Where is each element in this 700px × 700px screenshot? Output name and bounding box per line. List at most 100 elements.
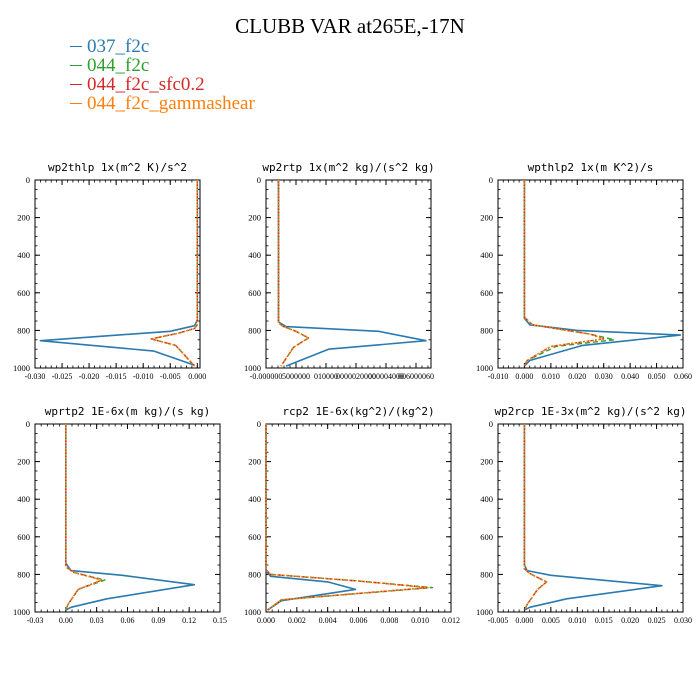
y-tick-label: 200	[17, 457, 30, 467]
series-line	[39, 180, 199, 366]
y-tick-label: 600	[17, 532, 30, 542]
y-tick-label: 200	[480, 213, 493, 223]
legend-swatch	[70, 83, 82, 85]
series-line	[277, 180, 310, 367]
x-tick-label: -0.03	[27, 616, 44, 625]
y-tick-label: 1000	[244, 607, 261, 617]
x-tick-label: -0.030	[25, 372, 46, 381]
y-tick-label: 400	[480, 250, 493, 260]
series-line	[65, 424, 103, 611]
x-tick-label: 0.006	[350, 616, 368, 625]
x-tick-label: -0.010	[488, 372, 509, 381]
x-tick-label: 0.012	[442, 616, 460, 625]
y-tick-label: 400	[480, 494, 493, 504]
legend-item: 044_f2c_gammashear	[70, 94, 255, 113]
legend: 037_f2c 044_f2c 044_f2c_sfc0.2 044_f2c_g…	[70, 37, 255, 113]
panel-title: wpthlp2 1x(m K^2)/s	[528, 161, 654, 174]
y-tick-label: 800	[17, 569, 30, 579]
series-line	[65, 424, 196, 611]
plot-frame	[497, 423, 684, 613]
chart-panel: wp2thlp 1x(m^2 K)/s^202004006008001000-0…	[13, 161, 206, 381]
panel-title: wprtp2 1E-6x(m kg)/(s kg)	[45, 405, 211, 418]
x-tick-label: 0.005	[542, 616, 560, 625]
series-line	[523, 180, 615, 367]
panel-title: rcp2 1E-6x(kg^2)/(kg^2)	[282, 405, 434, 418]
x-tick-label: 0.010	[411, 616, 429, 625]
x-tick-label: -0.005	[160, 372, 181, 381]
series-line	[150, 180, 199, 367]
legend-label: 044_f2c	[87, 55, 150, 76]
x-tick-label: 0.050	[648, 372, 666, 381]
x-tick-label: 0.002	[288, 616, 306, 625]
x-tick-label: 0.09	[151, 616, 165, 625]
x-tick-label: 5000000	[282, 372, 310, 381]
chart-panel: wp2rcp 1E-3x(m^2 kg)/(s^2 kg)0 200 400 600 8…	[476, 405, 692, 625]
series-line	[65, 424, 106, 611]
y-tick-label: 1000	[476, 607, 493, 617]
x-tick-label: 0.000	[188, 372, 206, 381]
x-tick-label: 0.040	[621, 372, 639, 381]
series-line	[277, 180, 310, 367]
series-line	[277, 180, 427, 367]
x-tick-label: 0.010	[568, 616, 586, 625]
y-tick-label: 600	[480, 532, 493, 542]
x-tick-label: 0.000	[515, 616, 533, 625]
x-tick-label: 0.030	[674, 616, 692, 625]
series-line	[265, 424, 429, 611]
y-tick-label: 0	[257, 419, 261, 429]
x-tick-label: -0.005	[488, 616, 509, 625]
legend-item: 037_f2c	[70, 37, 255, 56]
y-tick-label: 800	[248, 569, 261, 579]
x-tick-label: 0.03	[90, 616, 104, 625]
chart-title: CLUBB VAR at265E,-17N	[235, 14, 465, 38]
x-tick-label: 0.008	[380, 616, 398, 625]
x-tick-label: 0.015	[595, 616, 613, 625]
x-tick-label: -0.025	[52, 372, 73, 381]
x-tick-label: 0.000	[515, 372, 533, 381]
x-tick-label: 0.06	[121, 616, 135, 625]
legend-item: 044_f2c_sfc0.2	[70, 75, 255, 94]
y-tick-label: 600	[248, 288, 261, 298]
plot-frame	[497, 179, 684, 369]
x-tick-label: -0.015	[106, 372, 127, 381]
y-tick-label: 200	[480, 457, 493, 467]
panel-title: wp2rcp 1E-3x(m^2 kg)/(s^2 kg)	[494, 405, 686, 418]
legend-swatch	[70, 45, 82, 47]
panel-title: wp2rtp 1x(m^2 kg)/(s^2 kg)	[262, 161, 434, 174]
legend-label: 044_f2c_gammashear	[87, 93, 255, 114]
x-tick-label: 0.010	[542, 372, 560, 381]
y-tick-label: 1000	[476, 363, 493, 373]
x-tick-label: 0.060	[674, 372, 692, 381]
x-tick-label: -0.010	[133, 372, 154, 381]
y-tick-label: 1000	[13, 607, 30, 617]
series-line	[265, 424, 429, 611]
y-tick-label: 600	[480, 288, 493, 298]
series-line	[523, 424, 548, 611]
series-line	[523, 180, 682, 367]
plot-frame	[265, 179, 432, 369]
y-tick-label: 800	[480, 325, 493, 335]
legend-swatch	[70, 64, 82, 66]
x-tick-label: -0.000000	[250, 372, 283, 381]
x-tick-label: 0.030	[595, 372, 613, 381]
plot-frame	[265, 423, 452, 613]
y-tick-label: 0	[257, 175, 261, 185]
x-tick-label: 010000	[314, 372, 338, 381]
legend-item: 044_f2c	[70, 56, 255, 75]
series-line	[523, 424, 548, 611]
y-tick-label: 400	[248, 250, 261, 260]
y-tick-label: 200	[248, 213, 261, 223]
y-tick-label: 0	[489, 175, 493, 185]
series-line	[523, 180, 605, 367]
y-tick-label: 1000	[13, 363, 30, 373]
x-tick-label: 0.020	[568, 372, 586, 381]
x-tick-label: 0.15	[213, 616, 227, 625]
y-tick-label: 400	[248, 494, 261, 504]
y-tick-label: 800	[17, 325, 30, 335]
y-tick-label: 600	[17, 288, 30, 298]
series-line	[523, 424, 548, 611]
y-tick-label: 800	[480, 569, 493, 579]
x-tick-label: 006000060	[398, 372, 434, 381]
series-line	[523, 180, 605, 367]
